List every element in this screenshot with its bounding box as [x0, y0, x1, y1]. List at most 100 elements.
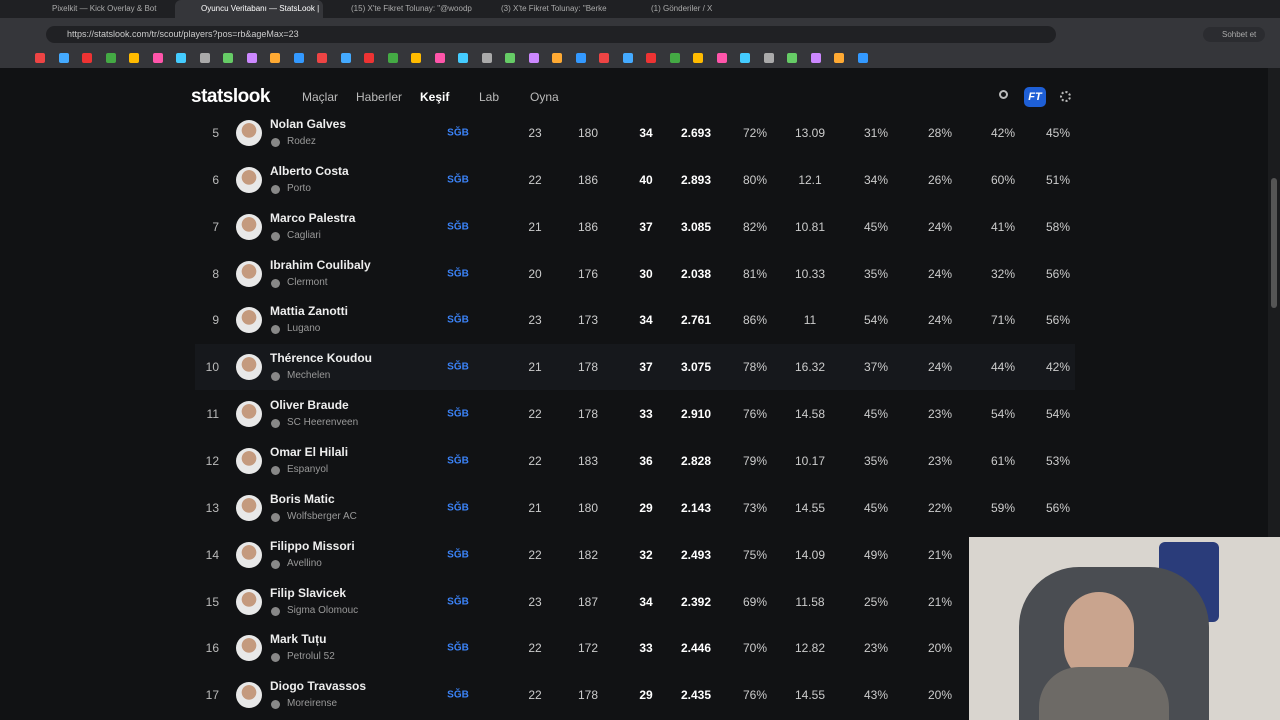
player-name[interactable]: Thérence Koudou: [270, 351, 373, 366]
stat-cell: 54%: [863, 313, 889, 328]
stat-cell: 21%: [927, 547, 953, 562]
player-name[interactable]: Marco Palestra: [270, 210, 356, 225]
player-name[interactable]: Boris Matic: [270, 491, 335, 506]
bookmark-icon[interactable]: [35, 53, 45, 63]
nav-link[interactable]: Oyna: [530, 90, 559, 104]
bookmark-icon[interactable]: [434, 53, 445, 63]
bookmark-icon[interactable]: [834, 53, 844, 63]
tab[interactable]: Oyuncu Veritabanı — StatsLook | S: [175, 0, 323, 18]
avatar: [236, 635, 262, 662]
player-name[interactable]: Filippo Missori: [270, 538, 355, 553]
bookmark-icon[interactable]: [58, 53, 69, 63]
stat-cell: 186: [577, 219, 599, 234]
bookmark-icon[interactable]: [505, 53, 515, 63]
stat-cell: 23: [528, 594, 542, 609]
player-name[interactable]: Alberto Costa: [270, 163, 349, 178]
user-badge[interactable]: FT: [1024, 87, 1046, 107]
bookmark-icon[interactable]: [810, 53, 821, 63]
avatar: [236, 494, 262, 521]
bookmark-icon[interactable]: [199, 53, 210, 63]
chat-button[interactable]: [1203, 27, 1265, 42]
tab[interactable]: (3) X'te Fikret Tolunay: "Berke Öze: [501, 4, 607, 13]
logo[interactable]: statslook: [191, 86, 270, 107]
club-badge: [271, 278, 280, 288]
nav-link[interactable]: Maçlar: [302, 90, 339, 104]
bookmark-icon[interactable]: [458, 53, 468, 63]
bookmark-icon[interactable]: [387, 53, 398, 63]
stat-cell: 79%: [742, 453, 768, 468]
bookmark-icon[interactable]: [82, 53, 92, 63]
bookmark-icon[interactable]: [552, 53, 562, 63]
rank: 10: [205, 360, 219, 375]
address-bar[interactable]: [46, 26, 1056, 43]
bookmark-icon[interactable]: [622, 53, 633, 63]
tab[interactable]: Pixelkit — Kick Overlay & Bot: [52, 4, 157, 13]
club-name: Espanyol: [287, 463, 329, 475]
bookmark-icon[interactable]: [129, 53, 139, 63]
nav-link[interactable]: Keşif: [420, 90, 450, 104]
player-name[interactable]: Omar El Hilali: [270, 444, 349, 459]
stat-cell: 60%: [990, 172, 1016, 187]
stat-cell: 33: [639, 407, 653, 422]
stat-cell: 22: [528, 547, 542, 562]
stat-cell: 173: [577, 313, 599, 328]
avatar: [236, 307, 262, 334]
stat-cell: 22: [528, 172, 542, 187]
bookmark-icon[interactable]: [411, 53, 421, 63]
player-name[interactable]: Ibrahim Coulibaly: [270, 257, 371, 272]
bookmark-icon[interactable]: [317, 53, 327, 63]
club-badge: [271, 512, 280, 522]
bookmark-icon[interactable]: [340, 53, 351, 63]
bookmark-icon[interactable]: [787, 53, 797, 63]
avatar: [236, 260, 262, 287]
player-name[interactable]: Filip Slavicek: [270, 585, 347, 600]
settings-icon[interactable]: [1060, 91, 1071, 102]
avatar: [236, 213, 262, 240]
bookmark-icon[interactable]: [105, 53, 116, 63]
bookmark-icon[interactable]: [599, 53, 609, 63]
club-badge: [271, 606, 280, 616]
stat-cell: 22: [528, 453, 542, 468]
bookmark-icon[interactable]: [481, 53, 492, 63]
bookmark-icon[interactable]: [176, 53, 186, 63]
stat-cell: 176: [577, 266, 599, 281]
tab[interactable]: (1) Gönderiler / X: [651, 4, 713, 13]
search-icon[interactable]: [999, 90, 1008, 99]
stat-cell: 45%: [863, 500, 889, 515]
player-name[interactable]: Oliver Braude: [270, 398, 349, 413]
bookmark-icon[interactable]: [693, 53, 703, 63]
bookmark-icon[interactable]: [669, 53, 680, 63]
bookmark-icon[interactable]: [575, 53, 586, 63]
bookmark-icon[interactable]: [364, 53, 374, 63]
bookmark-icon[interactable]: [152, 53, 163, 63]
player-name[interactable]: Mattia Zanotti: [270, 304, 348, 319]
bookmark-icon[interactable]: [763, 53, 774, 63]
position: SĞB: [447, 596, 469, 607]
bookmark-icon[interactable]: [716, 53, 727, 63]
stat-cell: 23%: [927, 453, 953, 468]
bookmark-icon[interactable]: [246, 53, 257, 63]
tab[interactable]: (15) X'te Fikret Tolunay: "@woodp: [351, 4, 472, 13]
stat-cell: 2.893: [680, 172, 712, 187]
stat-cell: 183: [577, 453, 599, 468]
stat-cell: 2.910: [680, 407, 712, 422]
stat-cell: 32: [639, 547, 653, 562]
position: SĞB: [447, 268, 469, 280]
bookmark-icon[interactable]: [270, 53, 280, 63]
bookmark-icon[interactable]: [293, 53, 304, 63]
stat-cell: 72%: [742, 126, 768, 140]
stat-cell: 45%: [863, 407, 889, 422]
bookmark-icon[interactable]: [646, 53, 656, 63]
player-name[interactable]: Nolan Galves: [270, 117, 347, 131]
bookmark-icon[interactable]: [223, 53, 233, 63]
stat-cell: 61%: [990, 453, 1016, 468]
player-name[interactable]: Diogo Travassos: [270, 679, 367, 694]
nav-link[interactable]: Lab: [479, 90, 500, 104]
player-name[interactable]: Mark Tuțu: [270, 632, 327, 647]
nav-link[interactable]: Haberler: [356, 90, 403, 104]
bookmark-icon[interactable]: [740, 53, 750, 63]
bookmark-icon[interactable]: [857, 53, 868, 63]
club-name: Clermont: [287, 276, 328, 288]
bookmark-icon[interactable]: [528, 53, 539, 63]
stat-cell: 69%: [742, 594, 768, 609]
